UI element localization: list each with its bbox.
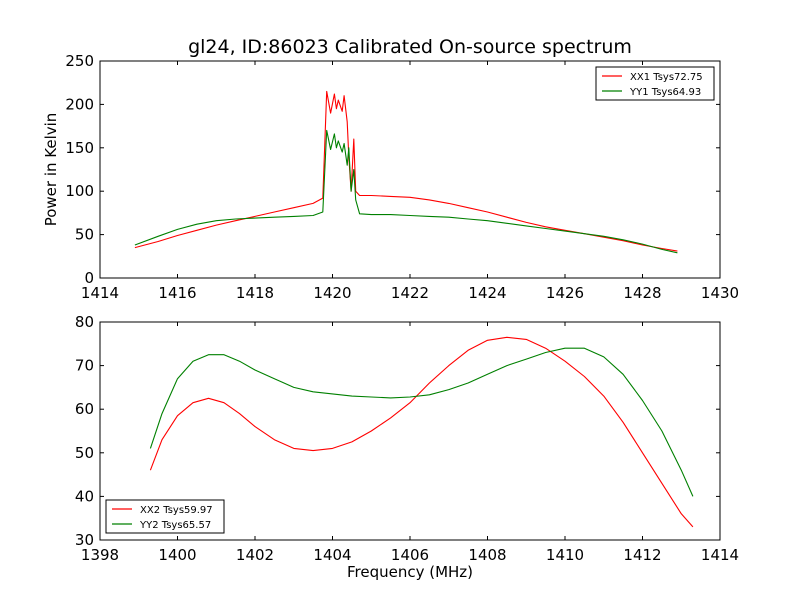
series-line-1 xyxy=(149,336,694,528)
bottom-panel: 1398 1400 1402 1404 1406 1408 1410 1412 1414 30 40… xyxy=(75,313,739,581)
x-tick-label: 1404 xyxy=(313,546,351,564)
y-tick-label: 250 xyxy=(65,52,94,70)
y-tick-label: 150 xyxy=(65,139,94,157)
x-tick-label: 1406 xyxy=(391,546,429,564)
x-tick-label: 1420 xyxy=(313,284,351,302)
x-tick-label: 1414 xyxy=(81,284,119,302)
legend-box xyxy=(595,66,715,101)
legend-label: XX2 Tsys59.97 xyxy=(140,505,213,516)
x-tick-label: 1422 xyxy=(391,284,429,302)
y-axis-label: Power in Kelvin xyxy=(42,113,60,227)
top-panel: 1414 1416 1418 1420 1422 1424 1426 1428 1430 0 50 1… xyxy=(42,52,739,302)
y-tick-label: 200 xyxy=(65,95,94,113)
x-tick-label: 1424 xyxy=(468,284,506,302)
x-tick-label: 1428 xyxy=(623,284,661,302)
x-tick-label: 1412 xyxy=(623,546,661,564)
x-tick-label: 1400 xyxy=(158,546,196,564)
legend-label: YY1 Tsys64.93 xyxy=(629,87,701,98)
y-tick-label: 70 xyxy=(75,357,94,375)
series-line-2 xyxy=(149,347,694,497)
x-tick-label: 1426 xyxy=(546,284,584,302)
y-tick-label: 50 xyxy=(75,444,94,462)
x-tick-label: 1402 xyxy=(236,546,274,564)
series-line-2 xyxy=(134,129,678,254)
x-tick-label: 1418 xyxy=(236,284,274,302)
y-tick-label: 100 xyxy=(65,182,94,200)
x-tick-label: 1398 xyxy=(81,546,119,564)
y-tick-label: 50 xyxy=(75,226,94,244)
y-tick-label: 40 xyxy=(75,487,94,505)
x-tick-label: 1408 xyxy=(468,546,506,564)
y-tick-label: 30 xyxy=(75,531,94,549)
x-tick-label: 1414 xyxy=(701,546,739,564)
x-tick-label: 1430 xyxy=(701,284,739,302)
series-line-1 xyxy=(134,90,678,252)
y-tick-label: 0 xyxy=(84,269,94,287)
x-tick-label: 1410 xyxy=(546,546,584,564)
legend-box xyxy=(105,499,225,534)
legend-label: YY2 Tsys65.57 xyxy=(139,520,211,531)
x-axis-label: Frequency (MHz) xyxy=(347,563,473,581)
y-tick-label: 80 xyxy=(75,313,94,331)
x-tick-label: 1416 xyxy=(158,284,196,302)
y-tick-label: 60 xyxy=(75,400,94,418)
legend-label: XX1 Tsys72.75 xyxy=(630,72,703,83)
chart-title: gl24, ID:86023 Calibrated On-source spec… xyxy=(188,36,632,58)
